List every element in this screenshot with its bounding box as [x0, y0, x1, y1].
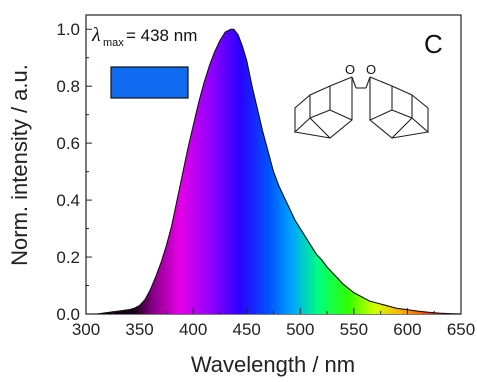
- x-tick-label: 550: [340, 320, 368, 339]
- y-tick-label: 1.0: [56, 20, 80, 39]
- panel-label: C: [424, 29, 443, 59]
- emission-color-swatch: [110, 66, 189, 99]
- x-tick-label: 600: [393, 320, 421, 339]
- x-axis-title: Wavelength / nm: [191, 352, 355, 377]
- x-axis-ticks: 300 350 400 450 500 550 600 650: [72, 308, 475, 339]
- lambda-subscript: max: [103, 37, 124, 49]
- y-tick-label: 0.4: [56, 191, 80, 210]
- x-tick-label: 650: [447, 320, 475, 339]
- oxygen-atom-right: O: [366, 62, 376, 77]
- x-tick-label: 350: [125, 320, 153, 339]
- y-tick-label: 0.6: [56, 134, 80, 153]
- oxygen-atom-left: O: [345, 62, 355, 77]
- y-axis-ticks: 0.0 0.2 0.4 0.6 0.8 1.0: [56, 20, 92, 324]
- lambda-value: = 438 nm: [126, 26, 197, 45]
- y-tick-label: 0.0: [56, 305, 80, 324]
- molecular-structure: [294, 76, 429, 139]
- x-tick-label: 400: [179, 320, 207, 339]
- y-tick-label: 0.8: [56, 77, 80, 96]
- lambda-max-annotation: λ max = 438 nm: [91, 24, 197, 49]
- lambda-symbol: λ: [91, 24, 101, 46]
- x-tick-label: 500: [286, 320, 314, 339]
- x-tick-label: 300: [72, 320, 100, 339]
- spectrum-line: [86, 28, 462, 315]
- y-axis-title: Norm. intensity / a.u.: [7, 64, 32, 266]
- y-tick-label: 0.2: [56, 248, 80, 267]
- x-tick-label: 450: [233, 320, 261, 339]
